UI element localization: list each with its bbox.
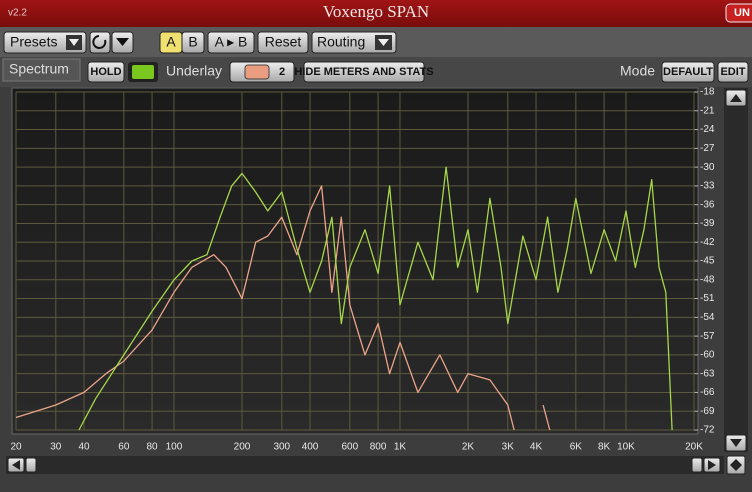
arrow bbox=[730, 439, 742, 447]
x-tick-label: 100 bbox=[166, 442, 183, 453]
presets-button[interactable] bbox=[3, 31, 87, 54]
copy-button[interactable] bbox=[207, 31, 255, 54]
default-label: DEFAULT bbox=[663, 66, 713, 78]
b-button[interactable] bbox=[181, 31, 205, 54]
mode-label: Mode bbox=[620, 63, 655, 79]
x-tick-label: 8K bbox=[598, 442, 611, 453]
edit-button[interactable] bbox=[717, 61, 749, 83]
x-tick-label: 800 bbox=[370, 442, 387, 453]
y-tick-label: -18 bbox=[700, 87, 715, 98]
scroll-thumb[interactable] bbox=[691, 457, 703, 473]
x-tick-label: 80 bbox=[147, 442, 159, 453]
a-label: A bbox=[166, 34, 176, 50]
v-scrollbar[interactable] bbox=[724, 88, 748, 452]
x-tick-label: 1K bbox=[394, 442, 407, 453]
h-scrollbar[interactable] bbox=[6, 456, 724, 474]
edit-label: EDIT bbox=[720, 66, 745, 78]
y-tick-label: -33 bbox=[700, 181, 715, 192]
undo-icon bbox=[92, 35, 107, 49]
y-tick-label: -72 bbox=[700, 425, 715, 436]
x-tick-label: 600 bbox=[341, 442, 358, 453]
arrow bbox=[12, 460, 20, 470]
spectrum-curve bbox=[15, 185, 551, 431]
x-tick-label: 60 bbox=[118, 442, 130, 453]
x-tick-label: 300 bbox=[273, 442, 290, 453]
arrow bbox=[730, 94, 742, 102]
copy-label: A ▸ B bbox=[215, 34, 248, 50]
swatch bbox=[132, 65, 154, 79]
underlay-label: Underlay bbox=[166, 63, 222, 79]
y-tick-label: -39 bbox=[700, 218, 715, 229]
badge[interactable] bbox=[725, 3, 752, 23]
arrow bbox=[708, 460, 716, 470]
y-tick-label: -69 bbox=[700, 406, 715, 417]
version: v2.2 bbox=[8, 8, 27, 19]
y-tick-label: -66 bbox=[700, 387, 715, 398]
y-tick-label: -24 bbox=[700, 124, 715, 135]
b-label: B bbox=[188, 34, 197, 50]
hide-button[interactable] bbox=[303, 61, 425, 83]
x-tick-label: 2K bbox=[462, 442, 475, 453]
x-tick-label: 20K bbox=[685, 442, 703, 453]
title-bar bbox=[0, 0, 752, 27]
y-tick-label: -36 bbox=[700, 199, 715, 210]
scroll-thumb[interactable] bbox=[25, 457, 37, 473]
x-tick-label: 400 bbox=[302, 442, 319, 453]
x-tick-label: 4K bbox=[530, 442, 543, 453]
spectrum-curve bbox=[78, 166, 673, 431]
presets-label: Presets bbox=[10, 34, 57, 50]
y-tick-label: -45 bbox=[700, 256, 715, 267]
hold-button[interactable] bbox=[87, 61, 125, 83]
x-tick-label: 10K bbox=[617, 442, 635, 453]
badge-text: UN bbox=[734, 7, 750, 19]
y-tick-label: -60 bbox=[700, 350, 715, 361]
arrow bbox=[116, 38, 129, 46]
x-tick-label: 40 bbox=[78, 442, 90, 453]
x-tick-label: 3K bbox=[502, 442, 515, 453]
hide-label: HIDE METERS AND STATS bbox=[294, 66, 433, 78]
y-tick-label: -27 bbox=[700, 143, 715, 154]
y-tick-label: -51 bbox=[700, 293, 715, 304]
y-tick-label: -30 bbox=[700, 162, 715, 173]
x-tick-label: 30 bbox=[50, 442, 62, 453]
underlay-value: 2 bbox=[279, 66, 285, 78]
swatch bbox=[244, 64, 270, 80]
x-tick-label: 6K bbox=[570, 442, 583, 453]
icon bbox=[730, 459, 742, 471]
reset-button[interactable] bbox=[257, 31, 309, 54]
y-tick-label: -57 bbox=[700, 331, 715, 342]
default-button[interactable] bbox=[661, 61, 715, 83]
spectrum-tab[interactable] bbox=[2, 58, 81, 82]
curves bbox=[15, 166, 673, 431]
hold-label: HOLD bbox=[90, 66, 121, 78]
arrow bbox=[69, 39, 79, 46]
arrow bbox=[378, 39, 389, 46]
y-tick-label: -63 bbox=[700, 368, 715, 379]
y-tick-label: -21 bbox=[700, 105, 715, 116]
y-tick-label: -42 bbox=[700, 237, 715, 248]
y-tick-label: -54 bbox=[700, 312, 715, 323]
routing-label: Routing bbox=[317, 34, 365, 50]
y-tick-label: -48 bbox=[700, 274, 715, 285]
app-title: Voxengo SPAN bbox=[323, 2, 429, 21]
reset-label: Reset bbox=[265, 34, 302, 50]
x-tick-label: 200 bbox=[234, 442, 251, 453]
x-tick-label: 20 bbox=[10, 442, 22, 453]
tab-label: Spectrum bbox=[9, 61, 69, 77]
